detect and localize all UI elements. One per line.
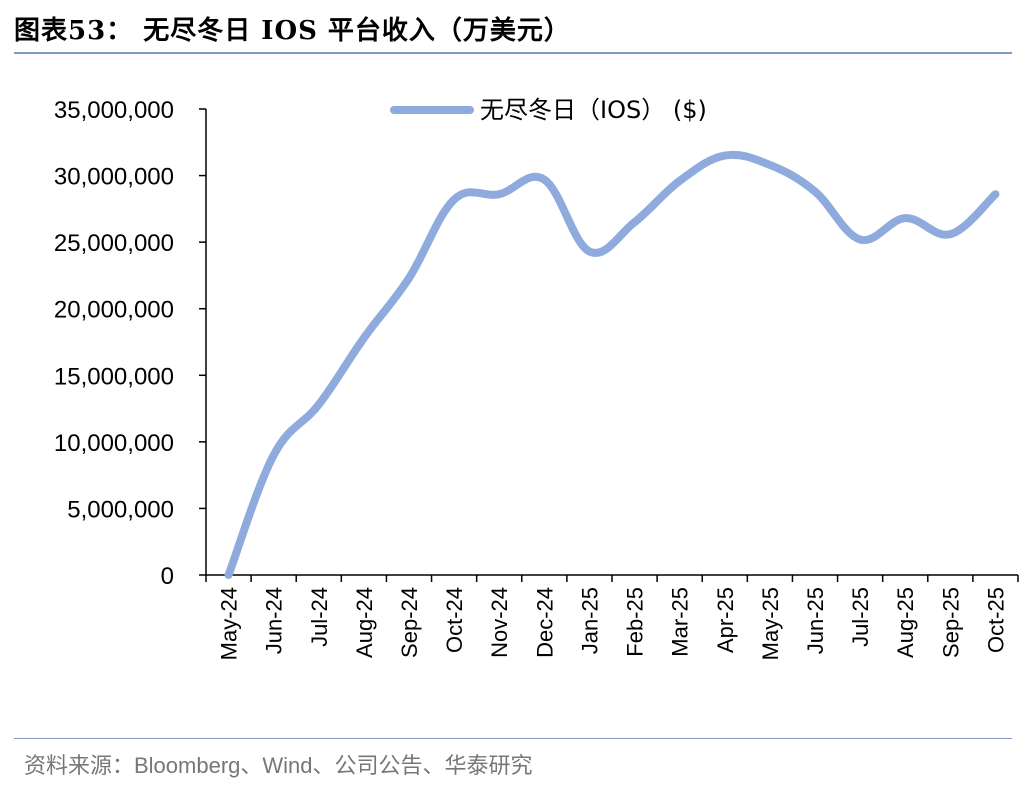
x-tick-label: Aug-25 [893,587,918,658]
y-axis: 0 5,000,000 10,000,000 15,000,000 20,000,000… [54,97,207,590]
x-tick-label: Jul-24 [307,587,332,647]
x-tick-label: Oct-24 [442,587,467,653]
x-tick-label: Jul-25 [848,587,873,647]
series-layer [224,150,1000,579]
y-tick-label: 25,000,000 [54,230,174,257]
source-note: 资料来源：Bloomberg、Wind、公司公告、华泰研究 [24,753,533,778]
line-chart: 0 5,000,000 10,000,000 15,000,000 20,000,000… [54,96,1019,660]
x-tick-label: May-25 [758,587,783,660]
y-tick-label: 5,000,000 [67,496,174,523]
x-tick-label: Dec-24 [532,587,557,658]
title-divider [14,52,1012,54]
x-tick-label: Jan-25 [577,587,602,654]
y-tick-label: 30,000,000 [54,164,174,191]
legend-label: 无尽冬日（IOS） ($) [480,96,707,124]
legend: 无尽冬日（IOS） ($) [390,96,707,124]
x-tick-label: Mar-25 [668,587,693,657]
x-tick-label: Feb-25 [623,587,648,657]
x-tick-label: Jun-25 [803,587,828,654]
x-tick-label: Sep-25 [938,587,963,658]
x-tick-label: May-24 [217,587,242,660]
y-tick-label: 35,000,000 [54,97,174,124]
source-divider [14,738,1012,739]
x-tick-label: Jun-24 [262,587,287,654]
x-tick-label: Sep-24 [397,587,422,658]
chart-title: 图表53： 无尽冬日 IOS 平台收入（万美元） [14,16,571,46]
y-tick-label: 20,000,000 [54,297,174,324]
x-tick-label: Aug-24 [352,587,377,658]
series-line [224,150,1000,579]
y-tick-label: 10,000,000 [54,430,174,457]
y-tick-label: 0 [161,563,174,590]
x-tick-label: Nov-24 [487,587,512,658]
x-axis: May-24 Jun-24 Jul-24 Aug-24 Sep-24 Oct-24 Nov-… [205,574,1019,660]
x-tick-label: Oct-25 [983,587,1008,653]
y-tick-label: 15,000,000 [54,363,174,390]
x-tick-label: Apr-25 [713,587,738,653]
